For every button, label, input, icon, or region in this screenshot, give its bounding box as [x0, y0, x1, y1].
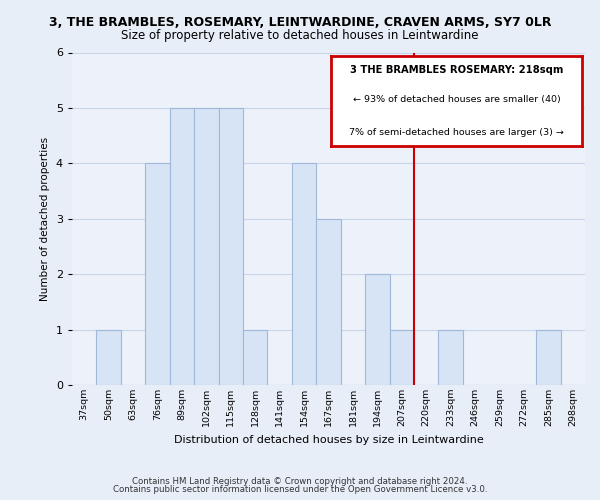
Bar	[218, 108, 243, 385]
Bar	[145, 164, 170, 385]
Bar	[389, 330, 414, 385]
Bar	[292, 164, 316, 385]
Bar	[170, 108, 194, 385]
Bar	[439, 330, 463, 385]
Text: Contains HM Land Registry data © Crown copyright and database right 2024.: Contains HM Land Registry data © Crown c…	[132, 477, 468, 486]
Bar	[316, 219, 341, 385]
Bar	[194, 108, 218, 385]
Y-axis label: Number of detached properties: Number of detached properties	[40, 136, 50, 301]
Bar	[536, 330, 560, 385]
X-axis label: Distribution of detached houses by size in Leintwardine: Distribution of detached houses by size …	[173, 434, 484, 444]
Bar	[97, 330, 121, 385]
Text: Contains public sector information licensed under the Open Government Licence v3: Contains public sector information licen…	[113, 485, 487, 494]
Text: Size of property relative to detached houses in Leintwardine: Size of property relative to detached ho…	[121, 29, 479, 42]
Bar	[365, 274, 389, 385]
Bar	[243, 330, 268, 385]
Text: 3, THE BRAMBLES, ROSEMARY, LEINTWARDINE, CRAVEN ARMS, SY7 0LR: 3, THE BRAMBLES, ROSEMARY, LEINTWARDINE,…	[49, 16, 551, 29]
